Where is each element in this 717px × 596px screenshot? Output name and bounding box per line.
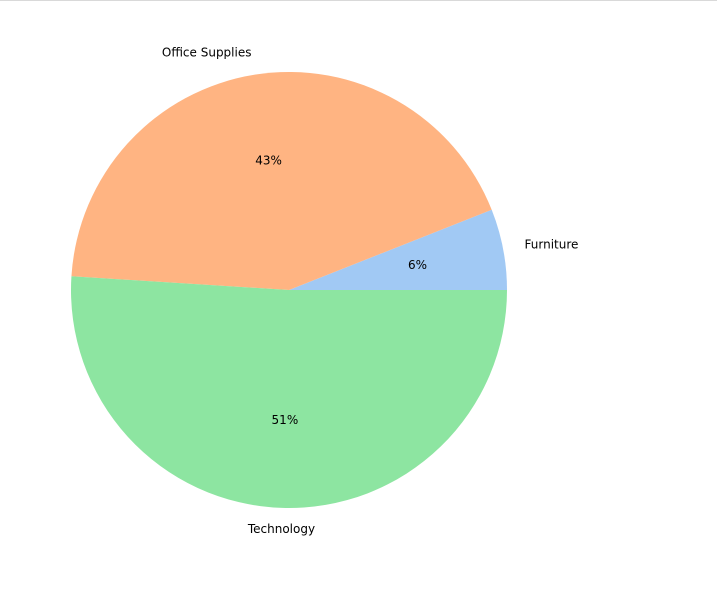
top-border <box>0 0 717 1</box>
percent-label-technology: 51% <box>272 413 299 427</box>
pie-slices <box>70 72 507 509</box>
percent-label-furniture: 6% <box>408 258 427 272</box>
category-label-technology: Technology <box>247 522 315 536</box>
percent-labels: 6% 43% 51% <box>255 153 427 427</box>
category-label-office-supplies: Office Supplies <box>162 46 252 60</box>
category-labels: Furniture Office Supplies Technology <box>162 46 579 537</box>
percent-label-office-supplies: 43% <box>255 153 282 167</box>
pie-slice-technology <box>70 276 507 509</box>
pie-slice-furniture <box>289 209 507 290</box>
pie-slice-office-supplies <box>71 72 492 290</box>
category-label-furniture: Furniture <box>525 238 579 252</box>
